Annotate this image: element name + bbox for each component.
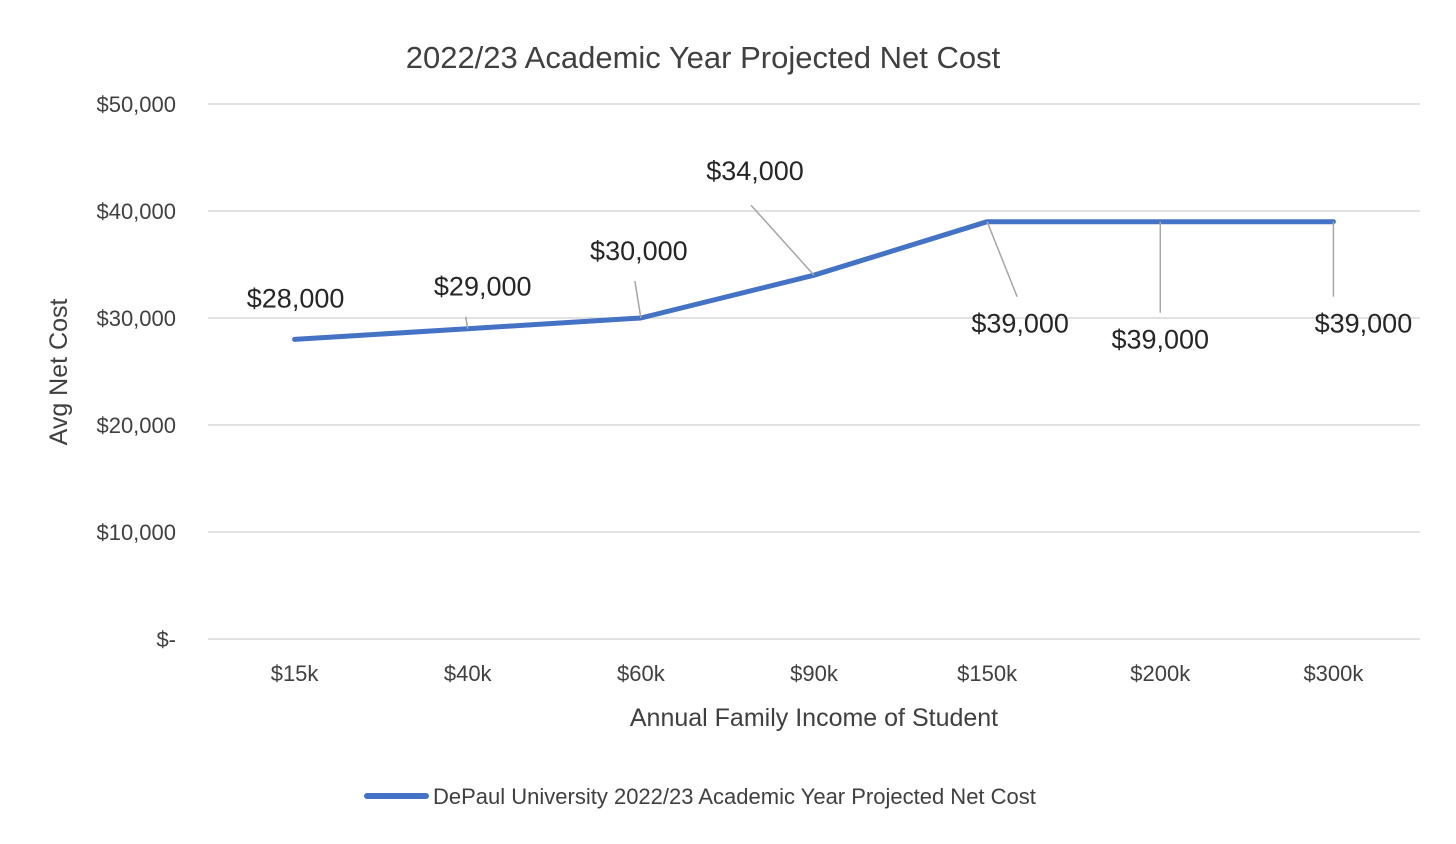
- data-label: $28,000: [247, 283, 345, 313]
- data-label-leader: [986, 221, 1018, 297]
- legend: DePaul University 2022/23 Academic Year …: [364, 784, 1036, 809]
- y-tick-label: $20,000: [96, 413, 176, 438]
- x-tick-label: $200k: [1130, 661, 1191, 686]
- x-tick-label: $90k: [790, 661, 839, 686]
- data-label: $34,000: [706, 156, 804, 186]
- data-label: $39,000: [1315, 309, 1413, 339]
- x-tick-label: $300k: [1303, 661, 1364, 686]
- data-labels: $28,000 $29,000 $30,000 $34,000 $39,000 $39,0…: [247, 156, 1412, 355]
- x-axis-ticks: $15k $40k $60k $90k $150k $200k $300k: [271, 661, 1365, 686]
- gridlines: [208, 103, 1420, 640]
- data-label: $30,000: [590, 236, 688, 266]
- y-tick-label: $50,000: [96, 92, 176, 117]
- data-label: $39,000: [1111, 325, 1209, 355]
- x-axis-label: Annual Family Income of Student: [630, 704, 998, 732]
- y-tick-label: $10,000: [96, 520, 176, 545]
- x-tick-label: $40k: [444, 661, 493, 686]
- data-label-leader: [750, 204, 815, 276]
- data-label-leader: [464, 316, 469, 329]
- data-label-leader: [634, 280, 642, 319]
- x-tick-label: $150k: [957, 661, 1018, 686]
- y-tick-label: $40,000: [96, 199, 176, 224]
- chart-title: 2022/23 Academic Year Projected Net Cost: [406, 40, 1001, 75]
- x-tick-label: $60k: [617, 661, 666, 686]
- data-label: $39,000: [971, 309, 1069, 339]
- legend-label: DePaul University 2022/23 Academic Year …: [433, 784, 1036, 809]
- x-tick-label: $15k: [271, 661, 320, 686]
- y-axis-label: Avg Net Cost: [45, 299, 73, 446]
- y-axis-ticks: $- $10,000 $20,000 $30,000 $40,000 $50,000: [96, 92, 176, 652]
- y-tick-label: $-: [156, 627, 176, 652]
- data-label: $29,000: [434, 272, 532, 302]
- y-tick-label: $30,000: [96, 306, 176, 331]
